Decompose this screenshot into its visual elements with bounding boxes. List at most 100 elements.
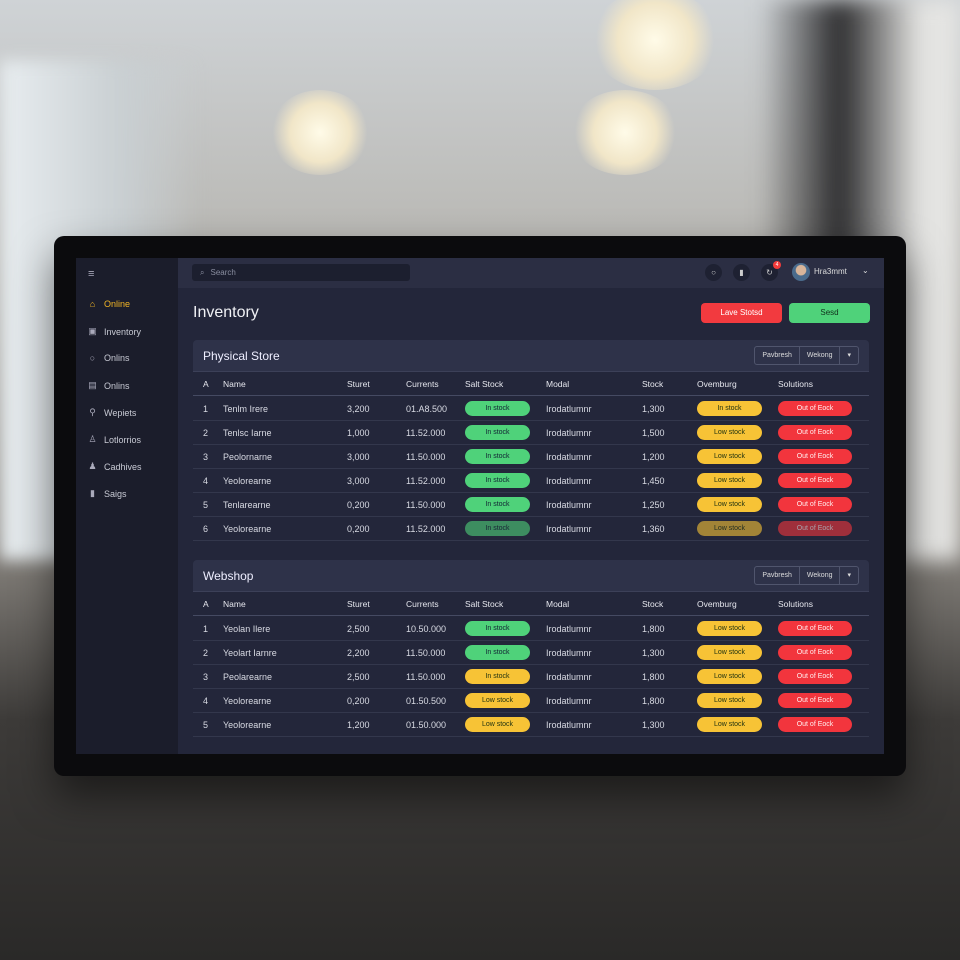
grid-icon[interactable]: ▮ [733,264,750,281]
table-row[interactable]: 1 Yeolan Ilere 2,500 10.50.000 In stock Iroda… [193,617,869,641]
chevron-down-icon[interactable]: ▾ [847,572,851,579]
column-header[interactable]: Salt Stock [465,599,504,609]
table-row[interactable]: 3 Peolornarne 3,000 11.50.000 In stock Irodat… [193,445,869,469]
table-row[interactable]: 2 Yeolart Iarnre 2,200 11.50.000 In stock Iro… [193,641,869,665]
sidebar-item-label: Lotlorrios [104,434,142,445]
table-row[interactable]: 1 Tenlm Irere 3,200 01.A8.500 In stock Irodat… [193,397,869,421]
status-badge: Low stock [697,693,762,708]
status-badge: Out of Eock [778,449,852,464]
table-cell: Irodatlumnr [546,696,592,706]
table-cell: 11.50.000 [406,500,446,510]
box-icon: ▣ [88,326,97,336]
sidebar-item[interactable]: ▮ Saigs [88,488,127,499]
section-title: Webshop [203,569,254,583]
page-title: Inventory [193,304,259,321]
column-header[interactable]: Solutions [778,379,813,389]
table-cell: Irodatlumnr [546,428,592,438]
table-cell: 1,800 [642,672,665,682]
sidebar-item[interactable]: ♟ Cadhives [88,461,141,472]
help-icon[interactable]: ○ [705,264,722,281]
status-badge: Out of Eock [778,425,852,440]
status-badge: Out of Eock [778,645,852,660]
notification-badge: 4 [773,261,781,269]
column-header[interactable]: Stock [642,379,664,389]
column-header[interactable]: Ovemburg [697,379,737,389]
sidebar-item[interactable]: ⌂ Online [88,299,130,309]
table-row[interactable]: 4 Yeolorearne 0,200 01.50.500 Low stock Iroda… [193,689,869,713]
status-badge: Out of Eock [778,473,852,488]
table-row[interactable]: 5 Tenlarearne 0,200 11.50.000 In stock Irodat… [193,493,869,517]
user-name[interactable]: Hra3mmt [814,267,847,276]
view-toggle: Pavbresh Wekong ▾ [754,566,859,585]
table-cell: 1,000 [347,428,370,438]
table-cell: 6 [203,524,209,534]
table-cell: Irodatlumnr [546,624,592,634]
chevron-down-icon[interactable]: ⌄ [862,266,869,275]
column-header[interactable]: Solutions [778,599,813,609]
column-header[interactable]: Name [223,379,246,389]
sidebar-item[interactable]: ♙ Lotlorrios [88,434,141,445]
sidebar-item-label: Onlins [104,380,130,391]
segment-button[interactable]: Wekong [800,567,841,584]
avatar[interactable] [792,263,810,281]
sidebar-item-label: Online [104,299,131,309]
segment-button[interactable]: Pavbresh [755,567,800,584]
column-header[interactable]: Salt Stock [465,379,504,389]
status-badge: In stock [465,449,530,464]
status-badge: Low stock [697,425,762,440]
sidebar-item[interactable]: ○ Onlins [88,353,130,363]
column-header[interactable]: Sturet [347,379,370,389]
status-badge: In stock [465,425,530,440]
table-row[interactable]: 2 Tenlsc Iarne 1,000 11.52.000 In stock Iroda… [193,421,869,445]
column-header[interactable]: Name [223,599,246,609]
section-header: Webshop Pavbresh Wekong ▾ [193,560,869,592]
table-cell: Irodatlumnr [546,672,592,682]
table-cell: 3 [203,452,209,462]
table-cell: 3 [203,672,209,682]
table-row[interactable]: 6 Yeolorearne 0,200 11.52.000 In stock Irodat… [193,517,869,541]
segment-button[interactable]: Pavbresh [755,347,800,364]
table-cell: Irodatlumnr [546,476,592,486]
menu-icon[interactable]: ≡ [88,268,95,280]
column-header[interactable]: Currents [406,599,439,609]
table-cell: Irodatlumnr [546,648,592,658]
chart-icon: ▮ [90,488,95,498]
table-cell: 1,250 [642,500,665,510]
column-header[interactable]: Ovemburg [697,599,737,609]
green-action-button[interactable]: Sesd [789,303,870,323]
column-header[interactable]: A [203,379,209,389]
column-header[interactable]: Sturet [347,599,370,609]
chevron-down-icon[interactable]: ▾ [847,352,851,359]
table-cell: 1,450 [642,476,665,486]
table-cell: 2 [203,648,209,658]
search-icon: ⌕ [200,268,205,277]
column-header[interactable]: Stock [642,599,664,609]
status-badge: Low stock [697,717,762,732]
table-row[interactable]: 4 Yeolorearne 3,000 11.52.000 In stock Irodat… [193,469,869,493]
table-cell: 1,360 [642,524,665,534]
table-header: A Name Sturet Currents Salt Stock Modal Stock O… [193,592,869,616]
column-header[interactable]: Currents [406,379,439,389]
table-cell: 3,200 [347,404,370,414]
notification-icon[interactable]: ↻ 4 [761,261,781,281]
sidebar-item-label: Wepiets [104,407,137,418]
table-cell: 2,500 [347,672,370,682]
table-cell: 1,800 [642,696,665,706]
sidebar-item[interactable]: ⚲ Wepiets [88,407,136,418]
column-header[interactable]: Modal [546,599,570,609]
table-row[interactable]: 5 Yeolorearne 1,200 01.50.000 Low stock Iroda… [193,713,869,737]
monitor: ≡ ⌂ Online ▣ Inventory ○ Onlins ▤ Onlins ⚲ Wepiet… [54,236,906,776]
table-cell: Peolarearne [223,672,273,682]
segment-button[interactable]: Wekong [800,347,841,364]
sidebar-item[interactable]: ▣ Inventory [88,326,141,337]
search-input[interactable]: ⌕ Search [192,264,410,281]
table-cell: Yeolorearne [223,720,272,730]
column-header[interactable]: A [203,599,209,609]
table-cell: Irodatlumnr [546,720,592,730]
column-header[interactable]: Modal [546,379,570,389]
status-badge: Low stock [697,645,762,660]
sidebar: ≡ ⌂ Online ▣ Inventory ○ Onlins ▤ Onlins ⚲ Wepiet… [76,258,178,754]
table-row[interactable]: 3 Peolarearne 2,500 11.50.000 In stock Irodat… [193,665,869,689]
sidebar-item[interactable]: ▤ Onlins [88,380,130,391]
red-action-button[interactable]: Lave Stotsd [701,303,782,323]
